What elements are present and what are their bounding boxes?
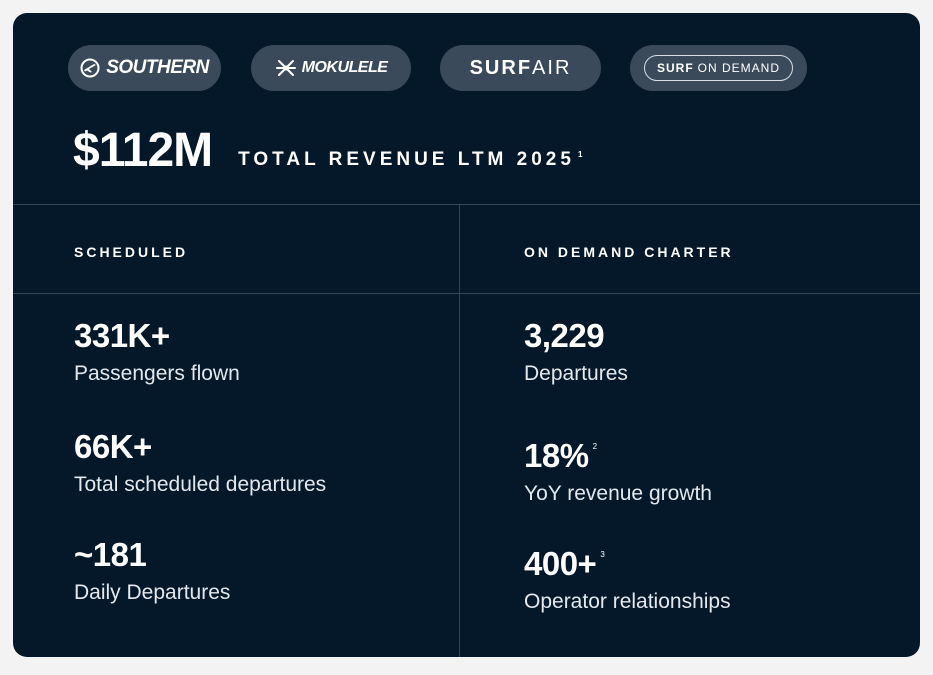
surfair-logo: SURFAIR bbox=[440, 45, 601, 91]
stat-value: 66K+ bbox=[74, 428, 152, 465]
stat-label: Departures bbox=[524, 362, 628, 385]
revenue-value: $112M bbox=[73, 124, 213, 177]
stat-label: Operator relationships bbox=[524, 590, 731, 613]
divider-header bbox=[13, 293, 920, 294]
divider-column bbox=[459, 205, 460, 657]
stat-footnote: 2 bbox=[592, 442, 597, 451]
stat-value: 3,229 bbox=[524, 317, 605, 354]
stat-operator-relationships: 400+ 3 Operator relationships bbox=[524, 535, 731, 615]
stat-value: 331K+ bbox=[74, 317, 170, 354]
stat-value: 18% 2 bbox=[524, 437, 597, 474]
charter-heading: ON DEMAND CHARTER bbox=[524, 244, 734, 260]
mokulele-wordmark: MOKULELE bbox=[301, 59, 388, 76]
stat-value: ~181 bbox=[74, 536, 147, 573]
surfair-wordmark: SURFAIR bbox=[469, 56, 572, 79]
summary-card: SOUTHERN MOKULELE SURFAIR SURF ON DEMAND … bbox=[13, 13, 920, 657]
flower-icon bbox=[275, 60, 296, 76]
stat-label: Daily Departures bbox=[74, 581, 231, 604]
stat-footnote: 3 bbox=[600, 550, 605, 559]
stat-label: Total scheduled departures bbox=[74, 473, 327, 496]
divider-top bbox=[13, 204, 920, 205]
southern-logo: SOUTHERN bbox=[68, 45, 221, 91]
stat-charter-departures: 3,229 Departures bbox=[524, 316, 628, 387]
stat-passengers: 331K+ Passengers flown bbox=[74, 316, 240, 387]
revenue-footnote: 1 bbox=[577, 150, 583, 159]
surf-on-demand-wordmark: SURF ON DEMAND bbox=[643, 55, 793, 81]
stat-value: 400+ 3 bbox=[524, 545, 605, 582]
southern-wordmark: SOUTHERN bbox=[106, 57, 209, 78]
stat-label: Passengers flown bbox=[74, 362, 240, 385]
surf-on-demand-logo: SURF ON DEMAND bbox=[630, 45, 807, 91]
revenue-label: TOTAL REVENUE LTM 2025 1 bbox=[238, 149, 583, 170]
stat-scheduled-departures: 66K+ Total scheduled departures bbox=[74, 427, 326, 498]
stat-revenue-growth: 18% 2 YoY revenue growth bbox=[524, 427, 712, 507]
scheduled-heading: SCHEDULED bbox=[74, 244, 189, 260]
mokulele-logo: MOKULELE bbox=[251, 45, 411, 91]
revenue-headline: $112M TOTAL REVENUE LTM 2025 1 bbox=[73, 123, 582, 179]
stat-label: YoY revenue growth bbox=[524, 482, 712, 505]
plane-circle-icon bbox=[80, 58, 100, 78]
stat-daily-departures: ~181 Daily Departures bbox=[74, 535, 230, 606]
